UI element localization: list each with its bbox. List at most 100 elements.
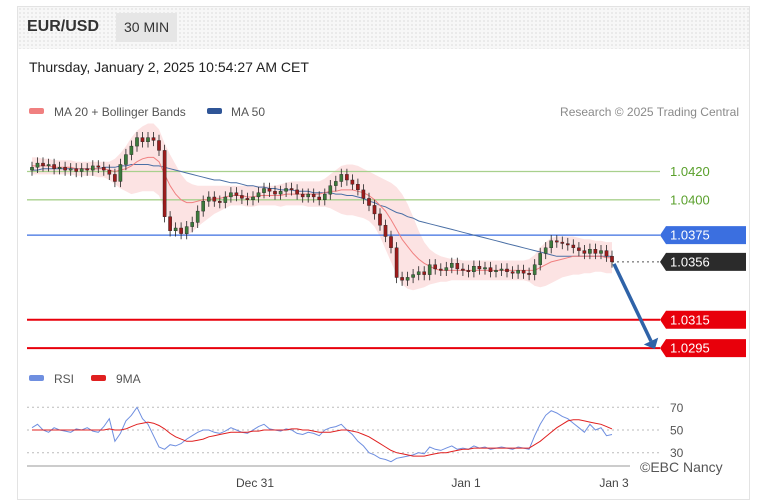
candle-body — [79, 168, 84, 172]
rsi-tick-30: 30 — [670, 446, 684, 460]
level-box-1.0375 — [660, 226, 746, 245]
ma50-legend-label: MA 50 — [231, 105, 265, 119]
candle-body — [30, 167, 34, 171]
candle-body — [433, 264, 438, 270]
currency-pair-title: EUR/USD — [27, 18, 100, 35]
candle-body — [521, 270, 526, 274]
level-label-1.0400: 1.0400 — [670, 192, 710, 207]
candle-body — [68, 168, 73, 171]
x-tick-label: Jan 3 — [599, 476, 629, 490]
candle-body — [350, 179, 355, 185]
candle-body — [566, 243, 570, 246]
timestamp: Thursday, January 2, 2025 10:54:27 AM CE… — [29, 59, 309, 75]
candle-body — [35, 162, 40, 168]
candle-body — [450, 263, 454, 268]
candle-body — [157, 140, 161, 151]
candle-body — [367, 198, 371, 206]
candle-body — [190, 222, 195, 227]
candle-body — [245, 198, 250, 200]
candle-body — [466, 270, 471, 272]
candle-body — [201, 200, 206, 212]
level-label-1.0356: 1.0356 — [670, 254, 710, 269]
candle-body — [416, 271, 421, 275]
candle-body — [455, 263, 460, 270]
candle-body — [90, 165, 95, 171]
level-box-1.0295 — [660, 339, 746, 358]
candle-body — [229, 192, 233, 198]
candle-body — [262, 188, 266, 193]
candle-body — [427, 264, 432, 275]
candle-body — [118, 164, 123, 182]
candle-body — [543, 247, 548, 254]
rsi-ma-line — [32, 419, 613, 457]
candle-body — [538, 253, 542, 265]
candle-body — [571, 244, 576, 248]
candle-body — [206, 196, 211, 202]
candle-body — [610, 256, 614, 263]
candle-body — [411, 274, 415, 278]
header-bar: EUR/USD 30 MIN — [18, 7, 749, 49]
candle-body — [323, 193, 327, 200]
candle-body — [273, 191, 277, 195]
forecast-arrow-shaft — [612, 263, 653, 342]
candle-body — [345, 174, 349, 181]
price-legend: MA 20 + Bollinger Bands MA 50 Research ©… — [29, 105, 739, 119]
ma20-line — [32, 156, 612, 271]
candle-body — [555, 240, 559, 243]
candle-body — [549, 240, 553, 248]
candle-body — [74, 168, 78, 172]
candle-body — [422, 271, 427, 275]
candle-body — [334, 181, 338, 186]
level-label-1.0315: 1.0315 — [670, 312, 710, 327]
candle-body — [251, 196, 255, 200]
candle-body — [96, 165, 101, 168]
candle-body — [394, 247, 399, 278]
ma50-line — [32, 164, 612, 257]
level-label-1.0295: 1.0295 — [670, 341, 710, 356]
candle-body — [267, 188, 272, 192]
candle-body — [240, 195, 244, 199]
candle-body — [527, 273, 531, 275]
candle-body — [151, 137, 156, 141]
rsi-legend: RSI 9MA — [29, 372, 141, 386]
level-label-1.0420: 1.0420 — [670, 164, 710, 179]
research-credit: Research © 2025 Trading Central — [560, 105, 739, 119]
candle-body — [461, 268, 465, 271]
candle-body — [378, 213, 382, 226]
candle-body — [256, 192, 261, 198]
rsi-ma-legend-swatch — [91, 375, 106, 381]
candle-body — [135, 137, 139, 147]
x-tick-label: Dec 31 — [236, 476, 274, 490]
rsi-tick-50: 50 — [670, 424, 684, 438]
x-tick-label: Jan 1 — [451, 476, 481, 490]
candle-body — [162, 150, 167, 217]
rsi-tick-70: 70 — [670, 401, 684, 415]
bollinger-band-area — [32, 123, 612, 291]
level-label-1.0375: 1.0375 — [670, 228, 710, 243]
candle-body — [173, 227, 178, 231]
chart-frame: EUR/USD 30 MIN Thursday, January 2, 2025… — [17, 6, 750, 500]
ma50-legend-swatch — [207, 108, 222, 114]
candle-body — [444, 267, 449, 271]
candle-body — [129, 145, 134, 155]
timeframe-badge[interactable]: 30 MIN — [116, 13, 178, 42]
candle-body — [184, 226, 189, 234]
candle-body — [328, 185, 333, 195]
candle-body — [505, 268, 509, 272]
watermark: ©EBC Nancy — [638, 459, 725, 475]
candle-body — [278, 191, 283, 195]
candle-body — [372, 205, 377, 215]
candle-body — [389, 236, 393, 249]
candle-body — [383, 224, 388, 237]
candle-body — [483, 267, 487, 270]
candle-body — [52, 164, 56, 169]
candle-body — [439, 268, 443, 271]
candle-body — [234, 192, 239, 196]
level-box-1.0315 — [660, 310, 746, 329]
candle-body — [168, 216, 172, 231]
candle-body — [306, 193, 311, 198]
candle-body — [588, 248, 592, 254]
candle-body — [560, 241, 565, 244]
candle-body — [510, 271, 515, 274]
